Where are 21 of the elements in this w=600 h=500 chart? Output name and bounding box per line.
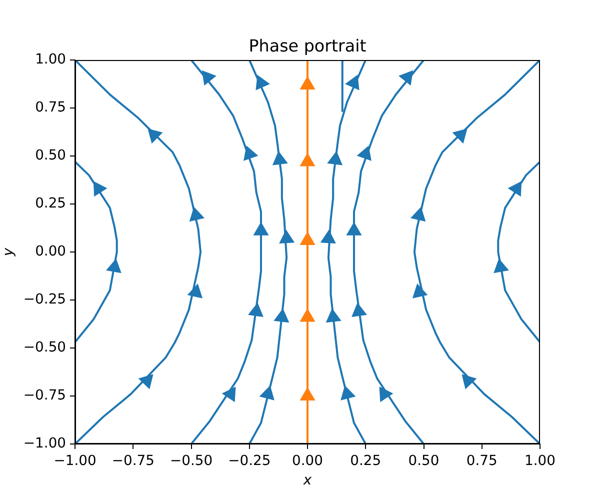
y-tick-label: −0.75 bbox=[23, 388, 66, 404]
x-tick-label: −0.75 bbox=[112, 452, 154, 469]
y-tick-label: −0.50 bbox=[23, 340, 66, 356]
x-tick-label: 0.25 bbox=[350, 452, 382, 469]
x-tick-label: 0.50 bbox=[408, 452, 440, 469]
y-tick-label: −1.00 bbox=[23, 436, 66, 452]
y-tick-label: 1.00 bbox=[35, 52, 66, 68]
x-tick-label: −0.50 bbox=[170, 452, 213, 469]
x-tick-label: 0.75 bbox=[466, 452, 498, 469]
x-tick-label: −1.00 bbox=[54, 452, 96, 469]
x-tick-label: 0.00 bbox=[292, 452, 323, 469]
y-tick-label: 0.00 bbox=[35, 244, 66, 260]
y-tick-label: 0.75 bbox=[35, 100, 66, 116]
x-axis-title: x bbox=[302, 472, 312, 489]
y-tick-label: −0.25 bbox=[23, 292, 66, 308]
x-tick-label: −0.25 bbox=[228, 452, 271, 469]
x-tick-label: 1.00 bbox=[524, 452, 556, 469]
y-tick-label: 0.25 bbox=[35, 196, 66, 212]
chart-title: Phase portrait bbox=[248, 35, 367, 56]
y-axis-title: y bbox=[0, 247, 17, 258]
y-tick-label: 0.50 bbox=[35, 148, 66, 164]
